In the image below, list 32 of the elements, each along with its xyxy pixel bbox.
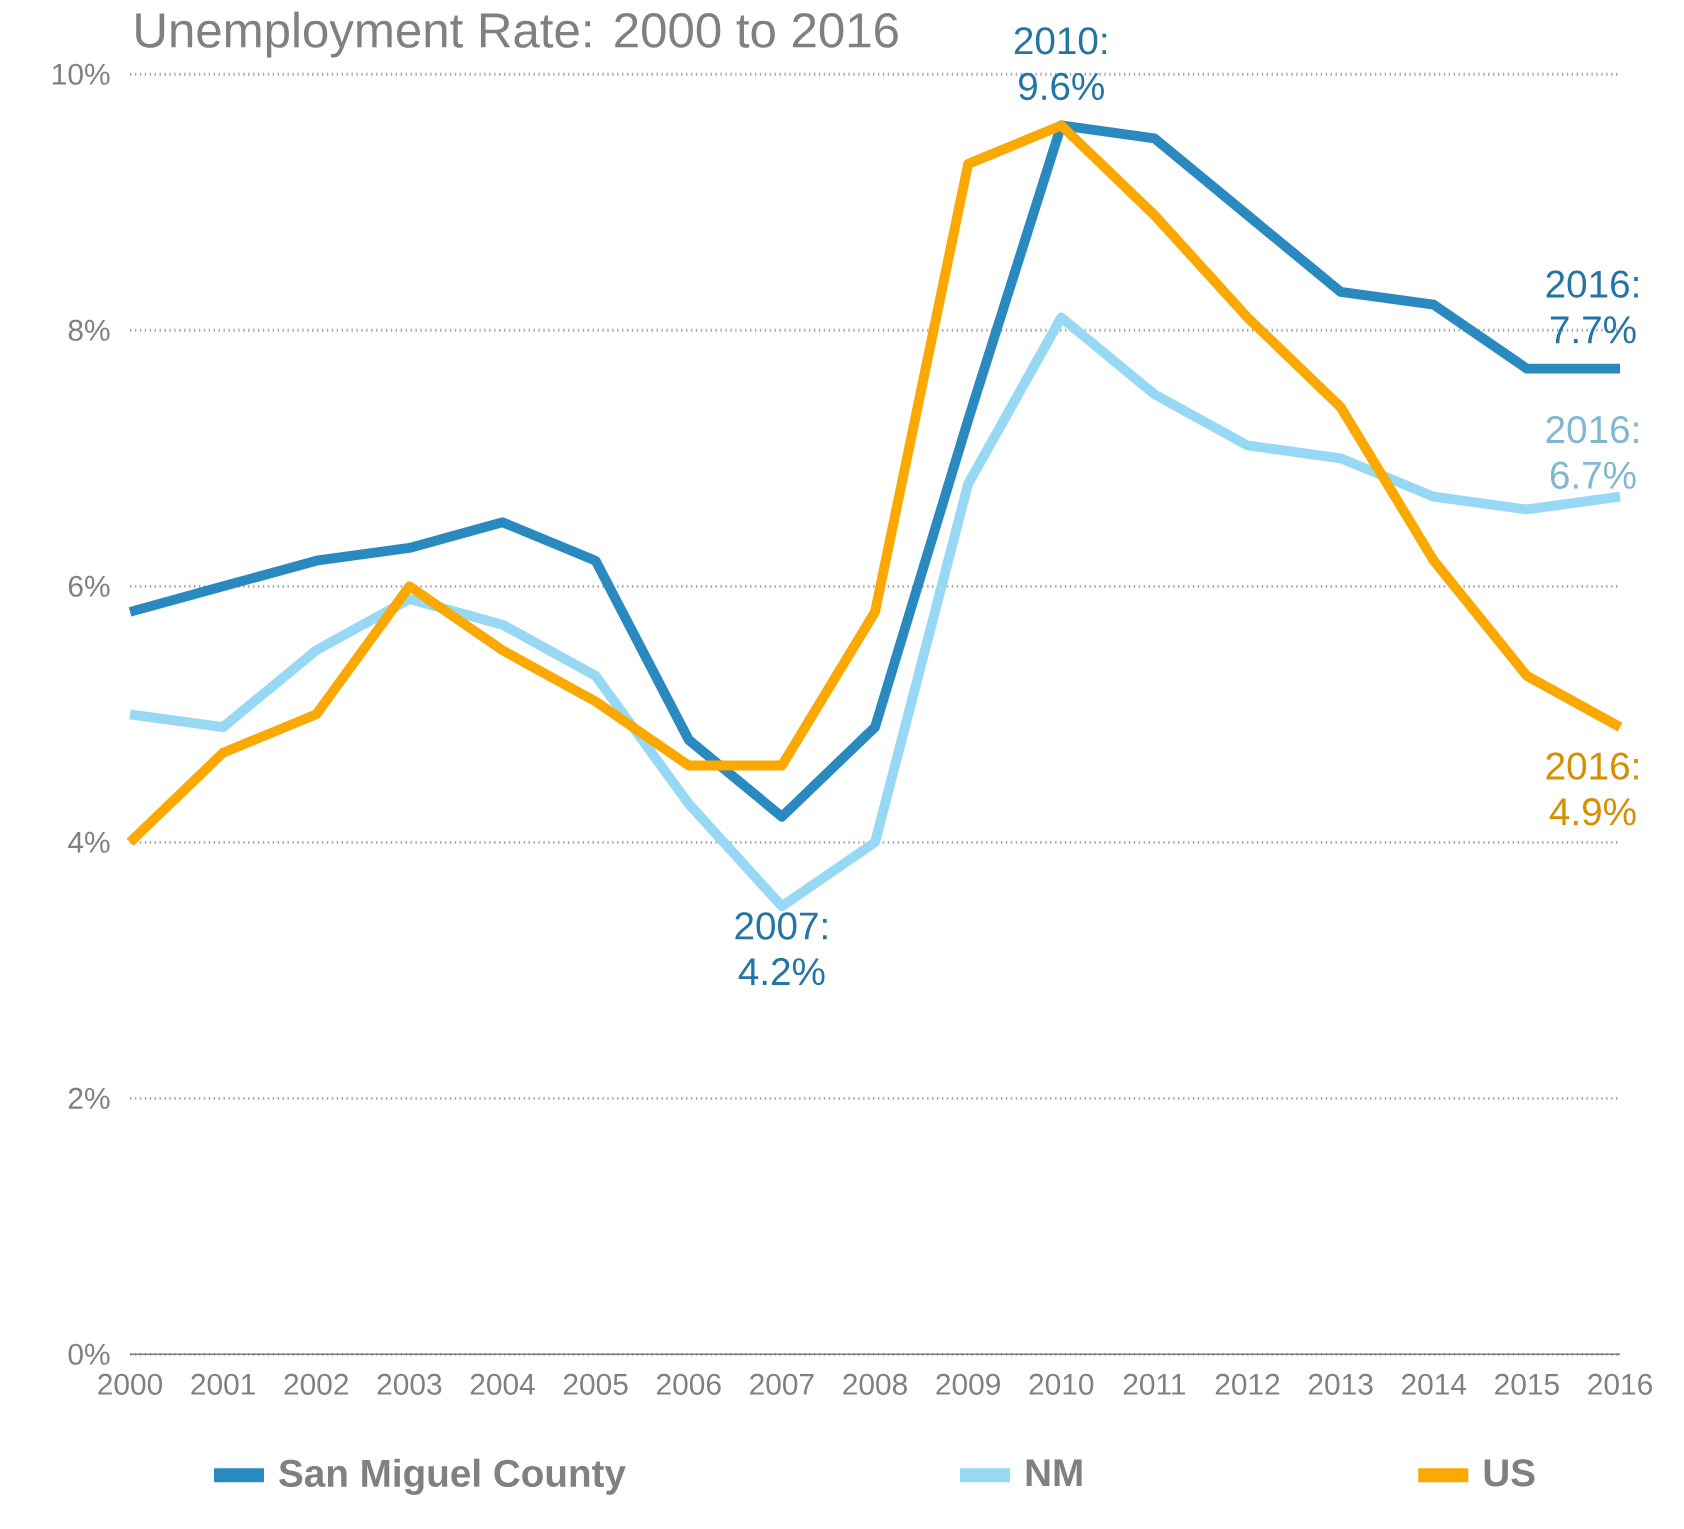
annotation: 2016: 7.7% (1546, 270, 1638, 344)
y-tick-label: 10% (53, 63, 110, 85)
x-tick-label: 2007 (750, 1373, 814, 1395)
y-tick-label: 4% (68, 831, 110, 853)
y-tick-label: 0% (68, 1343, 110, 1365)
x-tick-label: 2014 (1402, 1373, 1467, 1395)
legend-label: NM (1026, 1459, 1082, 1486)
chart-title: Unemployment Rate: 2000 to 2016 (136, 11, 898, 58)
x-tick-label: 2016 (1588, 1373, 1652, 1395)
y-tick-label: 6% (68, 575, 110, 597)
x-tick-label: 2001 (191, 1373, 255, 1395)
annotation: 2007: 4.2% (735, 912, 827, 986)
y-tick-label: 2% (68, 1087, 110, 1109)
x-tick-label: 2002 (284, 1373, 348, 1395)
annotation: 2016: 6.7% (1546, 415, 1638, 489)
x-tick-label: 2013 (1308, 1373, 1373, 1395)
x-tick-label: 2011 (1123, 1373, 1186, 1395)
legend-label: US (1484, 1459, 1535, 1487)
x-tick-label: 2012 (1215, 1373, 1280, 1395)
x-tick-label: 2015 (1495, 1373, 1559, 1395)
annotation: 2016: 4.9% (1546, 752, 1638, 826)
x-tick-label: 2004 (470, 1373, 535, 1395)
annotation: 2010: 9.6% (1014, 27, 1107, 101)
x-tick-label: 2009 (936, 1373, 1000, 1395)
x-tick-label: 2010 (1029, 1373, 1094, 1395)
x-tick-label: 2008 (843, 1373, 907, 1395)
y-tick-label: 8% (68, 319, 110, 341)
x-tick-label: 2003 (377, 1373, 442, 1395)
x-tick-label: 2005 (563, 1373, 628, 1395)
x-tick-label: 2006 (657, 1373, 721, 1395)
legend-label: San Miguel County (279, 1458, 626, 1495)
x-tick-label: 2000 (98, 1373, 163, 1395)
